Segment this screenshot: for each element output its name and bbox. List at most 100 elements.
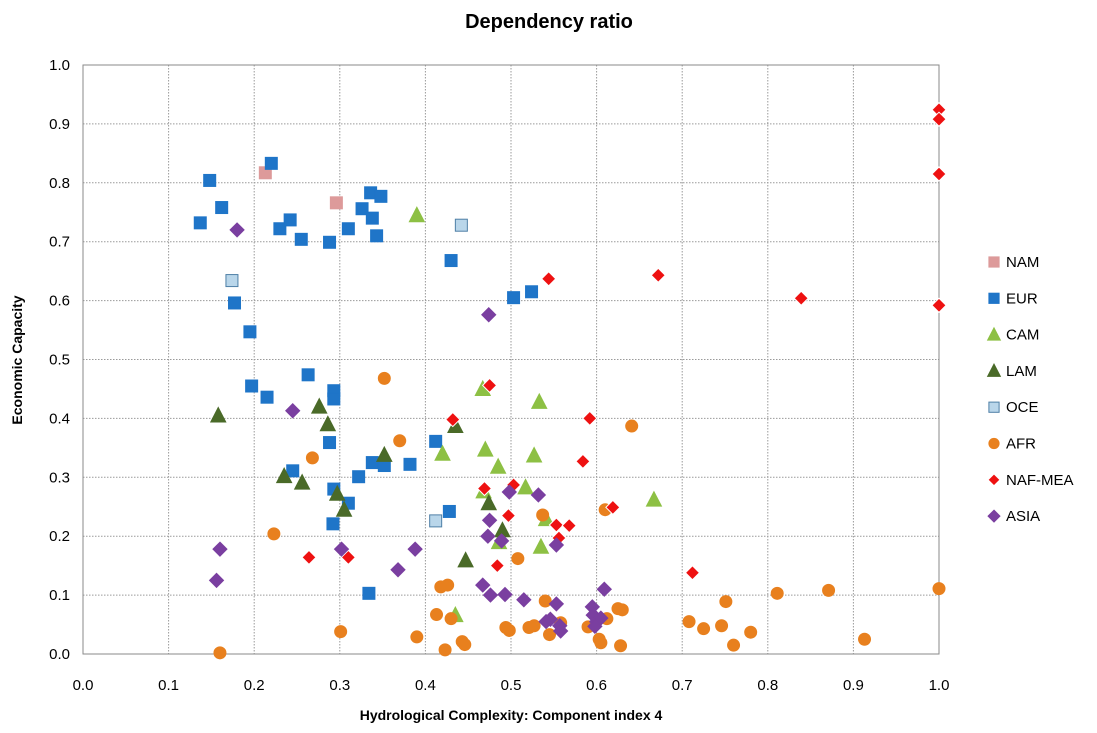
data-point-asia bbox=[530, 487, 547, 503]
legend-marker-eur bbox=[988, 292, 1000, 304]
data-point-asia bbox=[493, 533, 510, 549]
data-point-afr bbox=[615, 603, 629, 617]
data-point-asia bbox=[587, 618, 603, 635]
data-point-afr bbox=[267, 527, 281, 541]
data-point-afr bbox=[858, 632, 872, 646]
data-point-afr bbox=[393, 434, 407, 448]
data-point-afr bbox=[727, 638, 741, 652]
data-point-afr bbox=[430, 608, 444, 622]
x-tick-label: 1.0 bbox=[929, 677, 950, 694]
data-point-eur bbox=[370, 229, 384, 243]
data-point-cam bbox=[489, 457, 507, 474]
data-point-afr bbox=[527, 619, 541, 633]
legend-marker-oce bbox=[988, 401, 1000, 413]
data-point-asia bbox=[548, 596, 565, 612]
data-point-eur bbox=[323, 436, 337, 450]
data-point-asia bbox=[548, 537, 565, 553]
data-point-eur bbox=[326, 517, 340, 531]
data-point-eur bbox=[245, 379, 259, 393]
data-point-naf-mea bbox=[931, 297, 947, 314]
data-point-lam bbox=[293, 473, 311, 490]
data-point-eur bbox=[403, 457, 417, 471]
data-point-eur bbox=[273, 222, 287, 236]
data-point-naf-mea bbox=[931, 166, 947, 182]
data-point-cam bbox=[408, 206, 426, 223]
data-point-eur bbox=[365, 211, 379, 225]
data-point-naf-mea bbox=[793, 290, 809, 306]
data-point-eur bbox=[286, 464, 300, 478]
plot-area-border bbox=[82, 64, 940, 655]
data-point-lam bbox=[209, 406, 227, 423]
data-point-eur bbox=[507, 291, 521, 305]
y-tick-label: 0.3 bbox=[49, 469, 70, 486]
data-point-lam bbox=[328, 484, 346, 501]
data-point-asia bbox=[285, 403, 301, 419]
data-point-lam bbox=[480, 494, 498, 511]
data-point-naf-mea bbox=[684, 565, 701, 581]
y-tick-label: 0.9 bbox=[49, 116, 70, 133]
data-point-naf-mea bbox=[481, 377, 498, 394]
data-point-lam bbox=[457, 551, 474, 568]
data-point-afr bbox=[715, 619, 729, 633]
data-point-cam bbox=[476, 440, 494, 457]
data-point-eur bbox=[203, 173, 217, 187]
data-point-cam bbox=[645, 490, 663, 507]
data-point-lam bbox=[375, 445, 393, 462]
legend-marker-cam bbox=[986, 326, 1002, 341]
data-point-naf-mea bbox=[605, 499, 621, 516]
data-point-naf-mea bbox=[445, 411, 461, 428]
legend-label: LAM bbox=[1006, 363, 1037, 380]
data-point-eur bbox=[442, 504, 456, 518]
data-point-eur bbox=[341, 222, 355, 236]
data-point-eur bbox=[260, 390, 274, 404]
y-tick-label: 0.8 bbox=[49, 175, 70, 192]
data-point-cam bbox=[517, 478, 534, 495]
data-point-eur bbox=[352, 470, 366, 484]
data-point-afr bbox=[625, 419, 639, 433]
data-point-afr bbox=[334, 625, 348, 639]
x-tick-label: 0.3 bbox=[329, 677, 350, 694]
legend-label: AFR bbox=[1006, 436, 1036, 453]
data-point-naf-mea bbox=[301, 549, 317, 566]
data-point-afr bbox=[719, 595, 733, 609]
data-point-afr bbox=[410, 630, 424, 644]
x-tick-label: 0.9 bbox=[843, 677, 864, 694]
data-point-naf-mea bbox=[931, 111, 947, 127]
data-point-eur bbox=[243, 325, 257, 339]
data-point-naf-mea bbox=[476, 480, 493, 497]
data-point-naf-mea bbox=[548, 517, 565, 533]
legend-label: NAM bbox=[1006, 254, 1039, 271]
data-point-oce bbox=[454, 218, 468, 232]
x-axis-title: Hydrological Complexity: Component index… bbox=[360, 707, 663, 723]
data-point-cam bbox=[532, 537, 550, 554]
data-point-cam bbox=[525, 446, 543, 463]
y-tick-label: 0.7 bbox=[49, 234, 70, 251]
data-point-naf-mea bbox=[500, 507, 517, 524]
data-point-eur bbox=[362, 586, 376, 600]
y-tick-label: 0.4 bbox=[49, 410, 70, 427]
data-point-eur bbox=[444, 254, 458, 268]
y-tick-label: 0.5 bbox=[49, 352, 70, 369]
data-point-asia bbox=[497, 586, 513, 603]
x-tick-label: 0.4 bbox=[415, 677, 436, 694]
legend-label: EUR bbox=[1006, 290, 1038, 307]
gridlines bbox=[82, 64, 940, 655]
y-tick-label: 0.0 bbox=[49, 646, 70, 663]
data-point-naf-mea bbox=[582, 410, 598, 427]
data-point-eur bbox=[228, 296, 242, 310]
data-point-naf-mea bbox=[489, 557, 506, 574]
data-point-asia bbox=[596, 581, 613, 597]
data-point-afr bbox=[377, 371, 391, 385]
data-point-cam bbox=[434, 444, 451, 461]
chart-title: Dependency ratio bbox=[465, 11, 633, 33]
data-point-asia bbox=[480, 528, 496, 544]
legend-label: OCE bbox=[1006, 399, 1039, 416]
data-point-afr bbox=[305, 451, 319, 465]
y-axis-title: Economic Capacity bbox=[9, 295, 25, 424]
data-point-lam bbox=[310, 397, 328, 414]
data-point-eur bbox=[429, 434, 443, 448]
data-point-afr bbox=[744, 625, 758, 639]
data-point-naf-mea bbox=[575, 453, 591, 470]
data-point-asia bbox=[552, 623, 569, 639]
